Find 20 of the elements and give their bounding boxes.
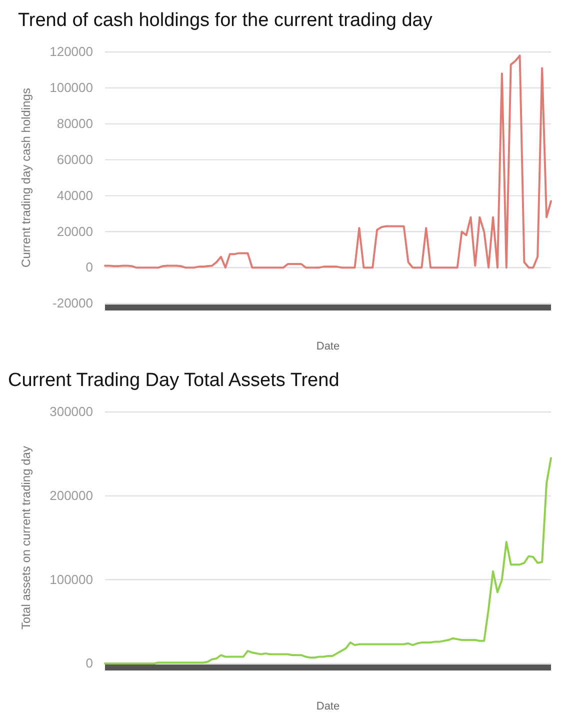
y-tick-label: 100000 (50, 80, 93, 96)
x-axis-title: Date (316, 700, 340, 712)
chart-title: Current Trading Day Total Assets Trend (8, 370, 340, 390)
y-tick-label: 100000 (50, 571, 93, 586)
y-tick-label: 0 (86, 655, 93, 670)
y-tick-label: 0 (86, 260, 93, 275)
y-tick-label: 300000 (50, 404, 93, 419)
y-tick-label: 80000 (56, 116, 93, 132)
x-axis-title: Date (316, 340, 340, 352)
y-tick-label: 60000 (56, 152, 93, 167)
y-tick-label: 40000 (56, 188, 93, 203)
y-tick-label: 120000 (50, 44, 93, 60)
chart-title: Trend of cash holdings for the current trading day (18, 10, 433, 31)
y-tick-label: 20000 (56, 224, 93, 239)
line-series (104, 456, 552, 664)
line-series (104, 54, 552, 269)
y-tick-label: 200000 (50, 487, 93, 502)
y-axis-title: Current trading day cash holdings (19, 88, 33, 268)
y-axis-title: Total assets on current trading day (19, 446, 33, 629)
y-tick-label: -20000 (52, 296, 93, 311)
